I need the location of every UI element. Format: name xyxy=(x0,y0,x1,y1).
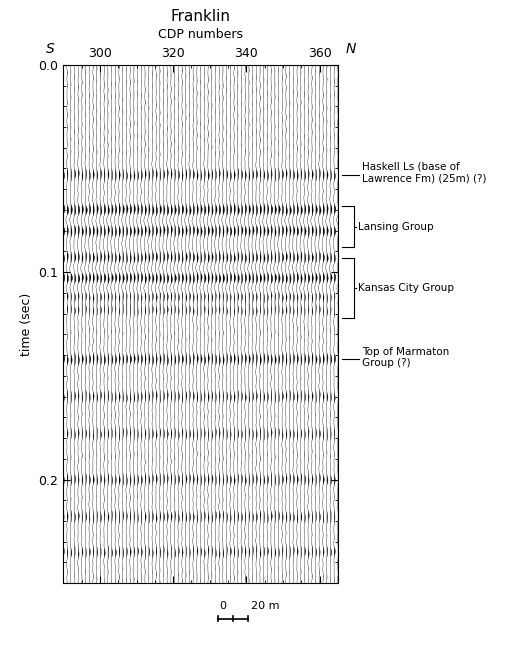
Text: Top of Marmaton
Group (?): Top of Marmaton Group (?) xyxy=(362,347,449,368)
Text: 20 m: 20 m xyxy=(251,601,279,611)
Text: Haskell Ls (base of
Lawrence Fm) (25m) (?): Haskell Ls (base of Lawrence Fm) (25m) (… xyxy=(362,162,486,183)
Text: N: N xyxy=(346,41,356,56)
Text: CDP numbers: CDP numbers xyxy=(158,28,243,41)
Text: Kansas City Group: Kansas City Group xyxy=(358,283,454,293)
Text: S: S xyxy=(46,41,54,56)
Text: Franklin: Franklin xyxy=(171,8,231,24)
Text: Lansing Group: Lansing Group xyxy=(358,222,433,231)
Text: 0: 0 xyxy=(219,601,226,611)
Y-axis label: time (sec): time (sec) xyxy=(20,292,33,356)
